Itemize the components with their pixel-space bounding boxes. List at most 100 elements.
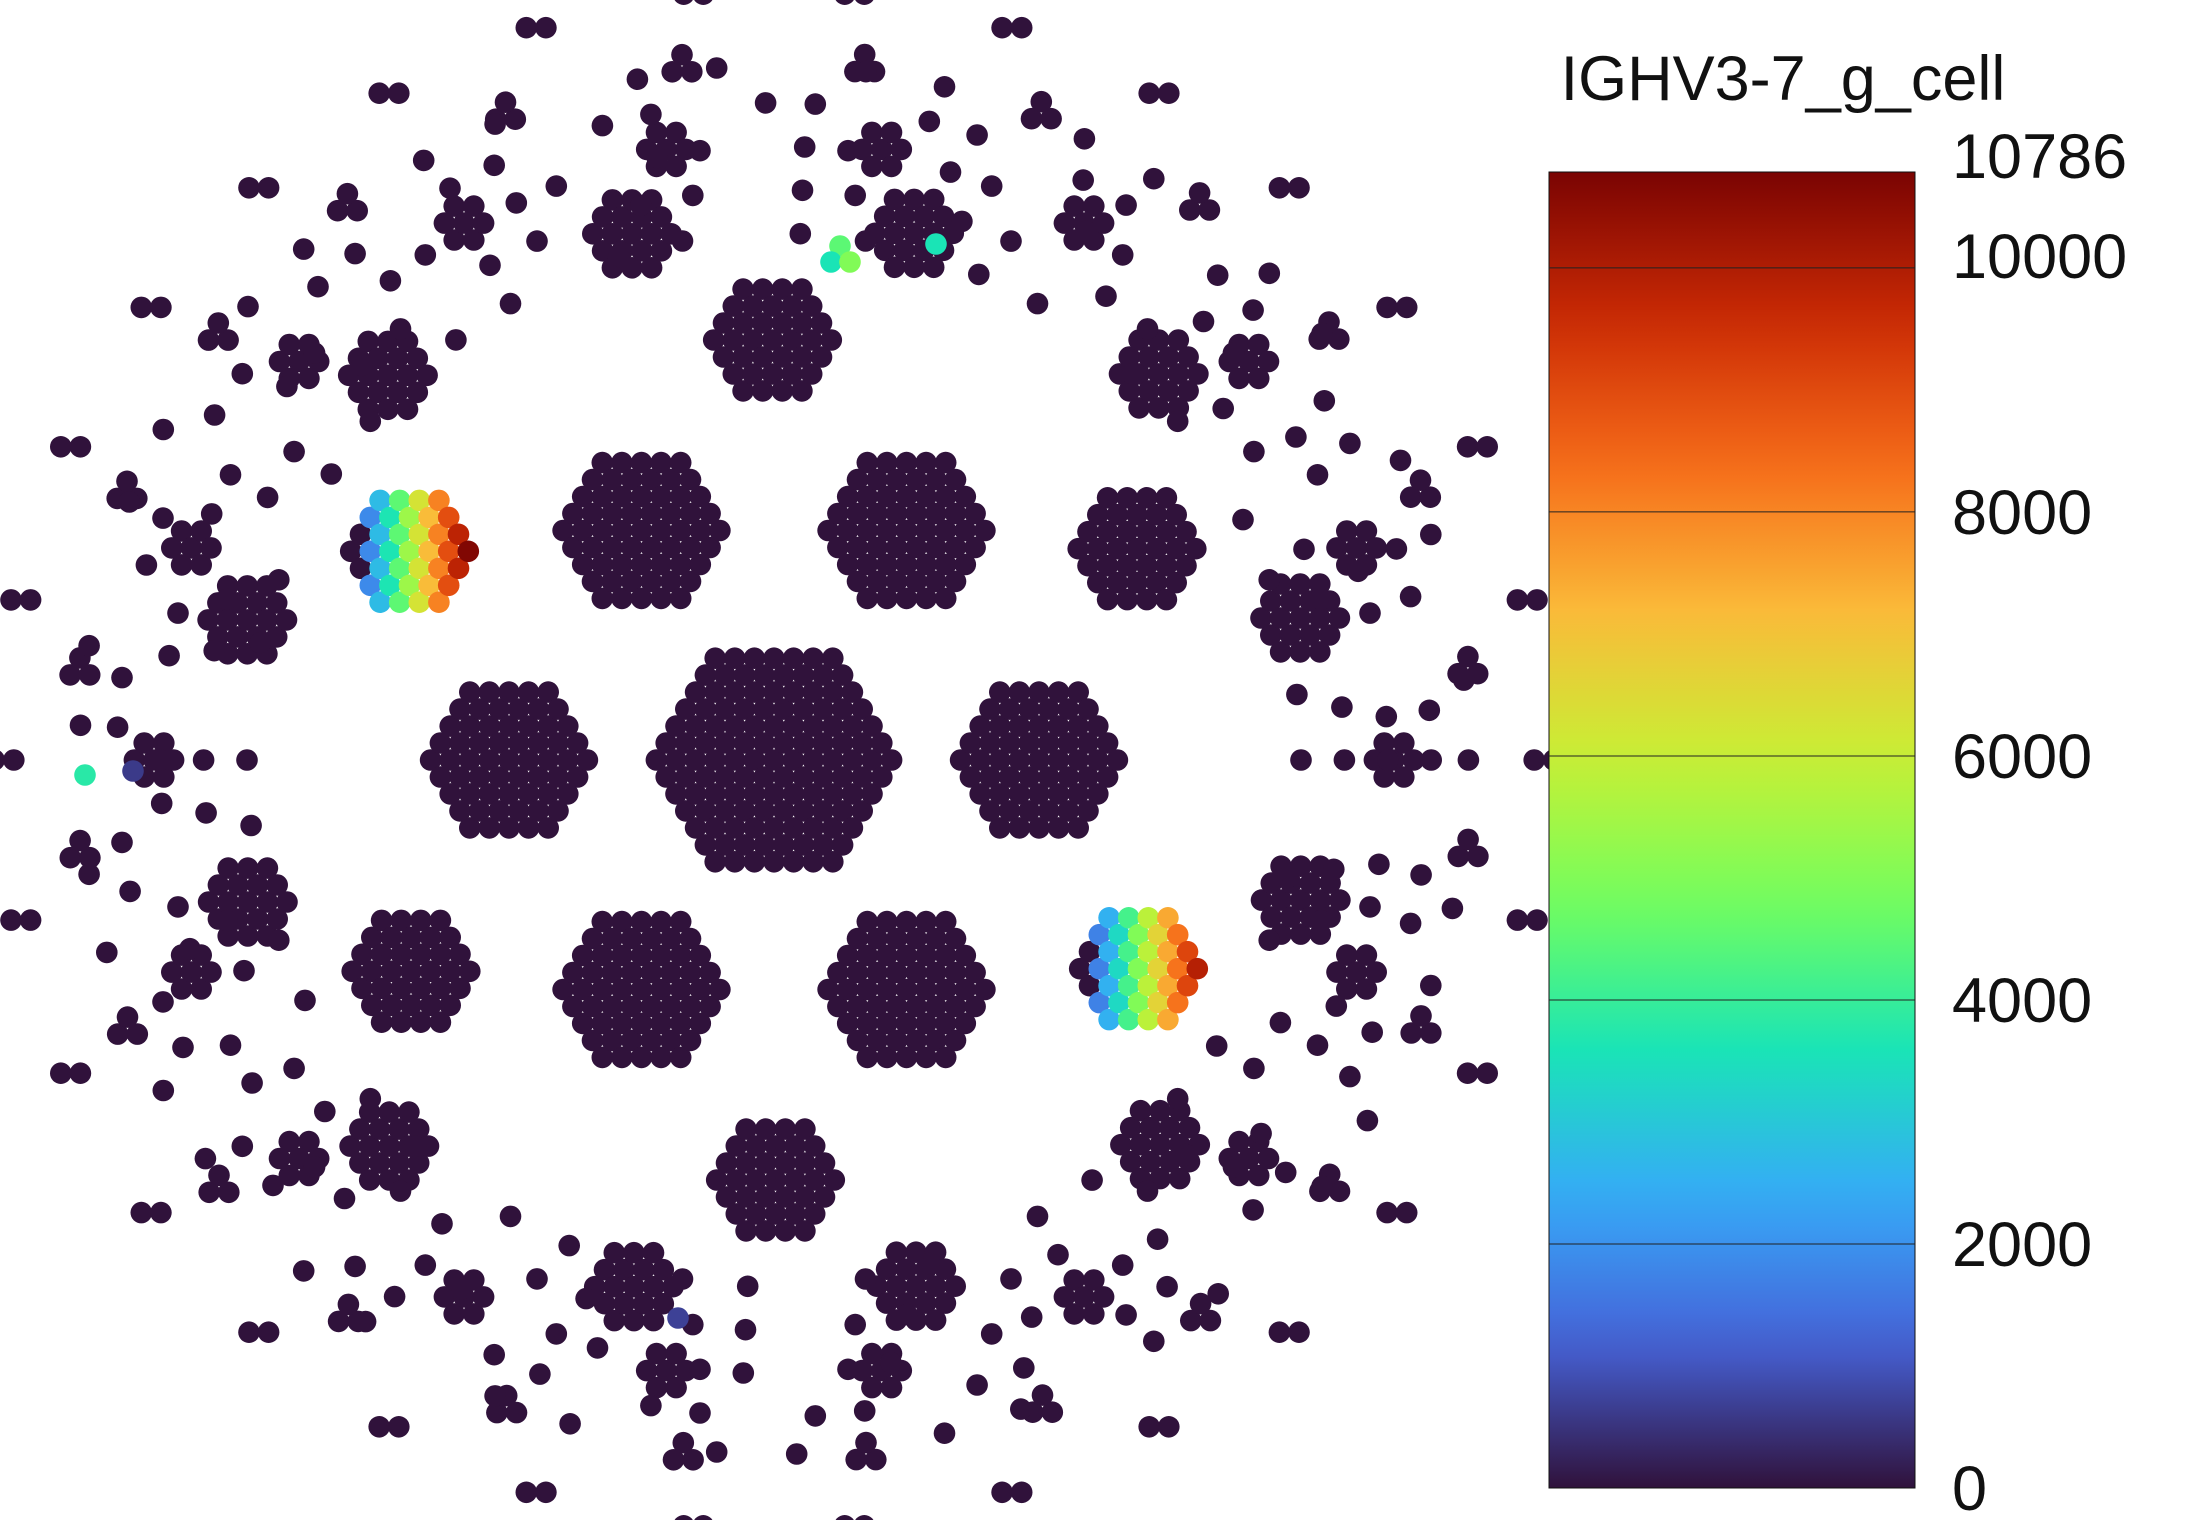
cell-point: [1326, 961, 1348, 983]
cell-point: [237, 295, 259, 318]
cell-point: [1026, 292, 1049, 315]
cell-point: [991, 1481, 1013, 1504]
cell-point: [1038, 732, 1060, 754]
cell-point: [1072, 169, 1094, 191]
cell-point: [743, 647, 766, 669]
cell-point: [1175, 554, 1197, 577]
cell-point: [742, 295, 764, 317]
cell-point: [601, 223, 624, 245]
cell-point: [1158, 82, 1180, 104]
cell-point: [1106, 749, 1129, 771]
cell-point: [1288, 1321, 1310, 1343]
cell-point: [106, 1023, 129, 1045]
cell-point: [407, 1118, 430, 1140]
cell-point: [944, 536, 967, 559]
cell-point: [557, 783, 579, 805]
cell-point: [1028, 681, 1050, 703]
cell-point: [1323, 858, 1345, 881]
cell-point: [893, 205, 916, 228]
cell-point: [979, 800, 1001, 822]
cell-point: [463, 1303, 485, 1325]
cell-point: [660, 927, 682, 950]
cell-point: [453, 212, 475, 234]
cell-point: [246, 592, 268, 614]
cell-point: [905, 536, 928, 559]
cell-point: [782, 851, 805, 873]
cell-point: [1328, 1180, 1351, 1203]
cell-point: [161, 961, 183, 983]
cell-point: [966, 124, 988, 146]
cell-point: [699, 961, 721, 984]
cell-point: [922, 256, 945, 279]
cell-point: [871, 732, 893, 754]
cell-point: [836, 944, 859, 967]
cell-point: [1087, 715, 1109, 737]
cell-point: [379, 574, 401, 597]
cell-point: [369, 489, 391, 512]
cell-point: [1136, 487, 1158, 509]
cell-point: [915, 485, 937, 508]
cell-point: [69, 1062, 92, 1084]
cell-point: [1393, 766, 1415, 788]
cell-point: [1177, 346, 1199, 368]
cell-point: [1198, 199, 1221, 221]
cell-point: [1402, 749, 1425, 771]
cell-point: [905, 927, 928, 950]
cell-point: [370, 943, 393, 966]
cell-point: [283, 440, 305, 463]
cell-point: [620, 995, 643, 1018]
cell-point: [1088, 923, 1111, 946]
cell-point: [1149, 1099, 1171, 1122]
cell-point: [1376, 1201, 1398, 1224]
cell-point: [478, 715, 501, 737]
cell-point: [217, 857, 239, 879]
cell-point: [1410, 864, 1432, 886]
cell-point: [630, 978, 653, 1001]
cell-point: [1028, 817, 1050, 839]
cell-point: [419, 994, 442, 1017]
cell-point: [964, 536, 986, 559]
cell-point: [488, 766, 511, 788]
cell-point: [803, 1203, 826, 1225]
cell-point: [876, 1012, 898, 1035]
cell-point: [870, 138, 893, 161]
cell-point: [351, 943, 373, 966]
cell-point: [1147, 363, 1170, 385]
cell-point: [408, 489, 431, 512]
cell-point: [515, 1481, 538, 1504]
cell-point: [1393, 732, 1415, 754]
cell-point: [754, 1118, 777, 1140]
cell-point: [1476, 436, 1498, 458]
cell-point: [753, 698, 775, 720]
cell-point: [753, 800, 775, 822]
cell-point: [1038, 698, 1060, 720]
cell-point: [1008, 715, 1031, 737]
cell-point: [733, 732, 756, 754]
cell-point: [715, 1186, 738, 1208]
cell-point: [794, 1118, 816, 1140]
cell-point: [794, 1186, 816, 1208]
cell-point: [1526, 589, 1548, 611]
cell-point: [632, 1258, 655, 1281]
cell-point: [662, 1449, 685, 1471]
colorbar-tick-label: 4000: [1952, 966, 2092, 1036]
cell-point: [410, 909, 432, 932]
cell-point: [591, 944, 614, 967]
cell-point: [1368, 853, 1390, 876]
cell-point: [951, 210, 973, 233]
cell-point: [964, 961, 986, 984]
cell-point: [812, 698, 834, 720]
cell-point: [581, 961, 604, 984]
cell-point: [603, 1309, 626, 1332]
cell-point: [278, 333, 301, 356]
cell-point: [831, 698, 854, 720]
cell-point: [429, 977, 452, 1000]
cell-point: [1157, 940, 1179, 963]
cell-point: [1409, 469, 1432, 492]
cell-point: [111, 831, 133, 854]
cell-point: [1053, 212, 1076, 234]
cell-point: [407, 1152, 430, 1174]
cell-point: [1274, 1161, 1297, 1184]
cell-point: [968, 263, 990, 286]
cell-point: [517, 681, 540, 703]
